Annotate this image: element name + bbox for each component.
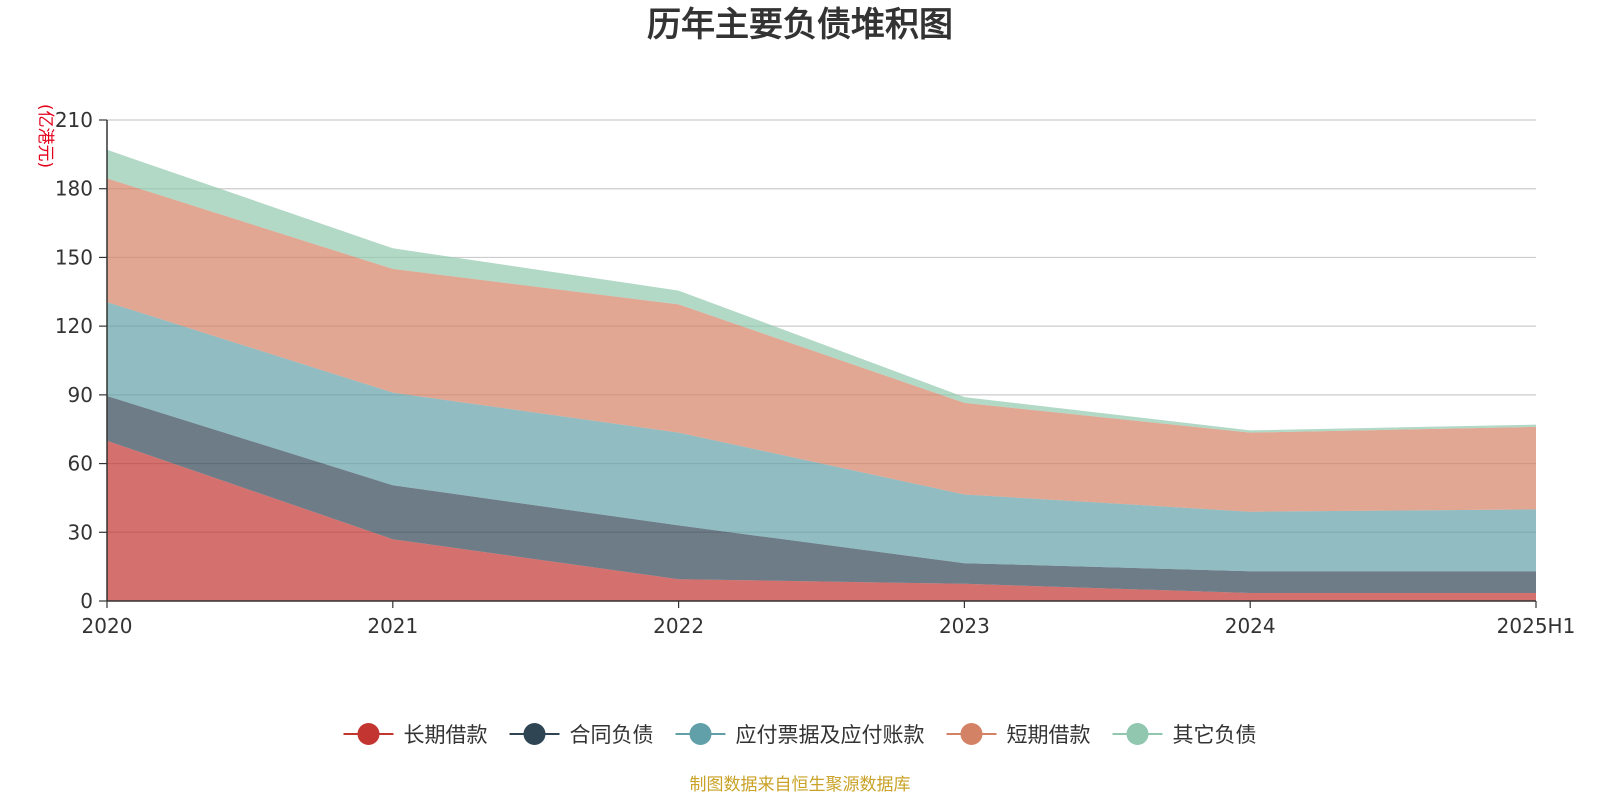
legend-item-2[interactable]: 合同负债 (509, 723, 654, 747)
legend-marker-icon (357, 723, 380, 745)
legend-item-1[interactable]: 长期借款 (343, 723, 488, 747)
legend-marker-icon (960, 723, 983, 745)
legend-item-5[interactable]: 其它负债 (1112, 723, 1257, 747)
y-tick-label: 0 (80, 589, 93, 613)
chart-title: 历年主要负债堆积图 (647, 5, 953, 45)
x-tick-label: 2023 (939, 614, 990, 638)
area-series-2 (107, 396, 1536, 593)
legend-label: 其它负债 (1173, 723, 1257, 747)
x-tick-label: 2022 (653, 614, 704, 638)
y-axis-unit-label: (亿港元) (35, 104, 55, 168)
legend-label: 应付票据及应付账款 (736, 723, 925, 747)
y-tick-label: 210 (55, 108, 93, 132)
y-axis-ticks: 0 30 60 90 120 150 180 210 (55, 108, 107, 613)
y-tick-label: 150 (55, 245, 93, 269)
axes (106, 120, 1536, 602)
area-series-1 (107, 440, 1536, 601)
legend-label: 合同负债 (570, 723, 654, 747)
legend-marker-icon (523, 723, 546, 745)
area-series (107, 149, 1536, 601)
legend-item-3[interactable]: 应付票据及应付账款 (675, 723, 925, 747)
legend-item-4[interactable]: 短期借款 (946, 723, 1091, 747)
y-tick-label: 180 (55, 177, 93, 201)
y-tick-label: 120 (55, 314, 93, 338)
legend: 长期借款 合同负债 应付票据及应付账款 短期借款 其它负债 (343, 723, 1257, 747)
x-axis-ticks: 2020 2021 2022 2023 2024 2025H1 (82, 601, 1576, 638)
x-tick-label: 2020 (82, 614, 133, 638)
source-note: 制图数据来自恒生聚源数据库 (690, 775, 911, 795)
x-tick-label: 2021 (367, 614, 418, 638)
area-series-3 (107, 302, 1536, 572)
x-tick-label: 2024 (1225, 614, 1276, 638)
legend-label: 长期借款 (404, 723, 488, 747)
x-tick-label: 2025H1 (1497, 614, 1576, 638)
legend-marker-icon (689, 723, 712, 745)
area-series-4 (107, 178, 1536, 512)
legend-marker-icon (1126, 723, 1149, 745)
legend-label: 短期借款 (1007, 723, 1091, 747)
y-tick-label: 90 (68, 383, 93, 407)
y-tick-label: 60 (68, 452, 93, 476)
y-tick-label: 30 (68, 520, 93, 544)
